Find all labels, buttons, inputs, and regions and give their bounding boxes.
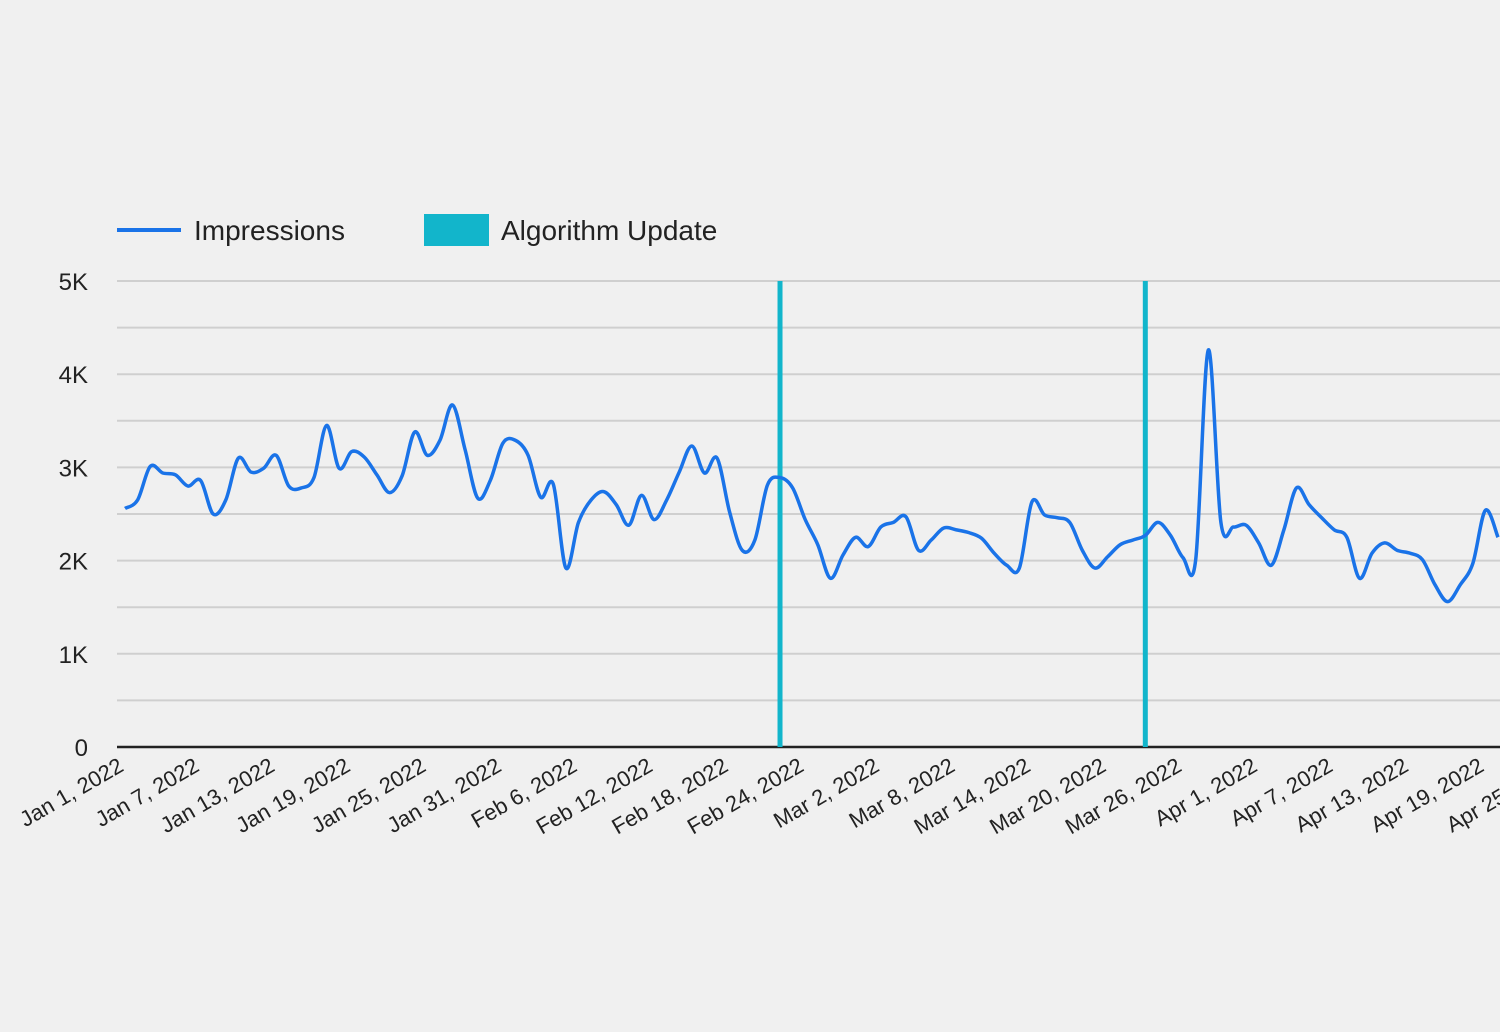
y-tick-label: 2K — [59, 549, 88, 576]
y-tick-label: 5K — [59, 269, 88, 296]
y-tick-label: 1K — [59, 642, 88, 669]
legend-swatch — [424, 214, 489, 246]
legend-label: Impressions — [194, 215, 345, 246]
line-series — [124, 348, 1500, 604]
y-tick-label: 0 — [75, 735, 88, 762]
legend-label: Algorithm Update — [501, 215, 717, 246]
y-tick-label: 4K — [59, 362, 88, 389]
y-tick-label: 3K — [59, 455, 88, 482]
